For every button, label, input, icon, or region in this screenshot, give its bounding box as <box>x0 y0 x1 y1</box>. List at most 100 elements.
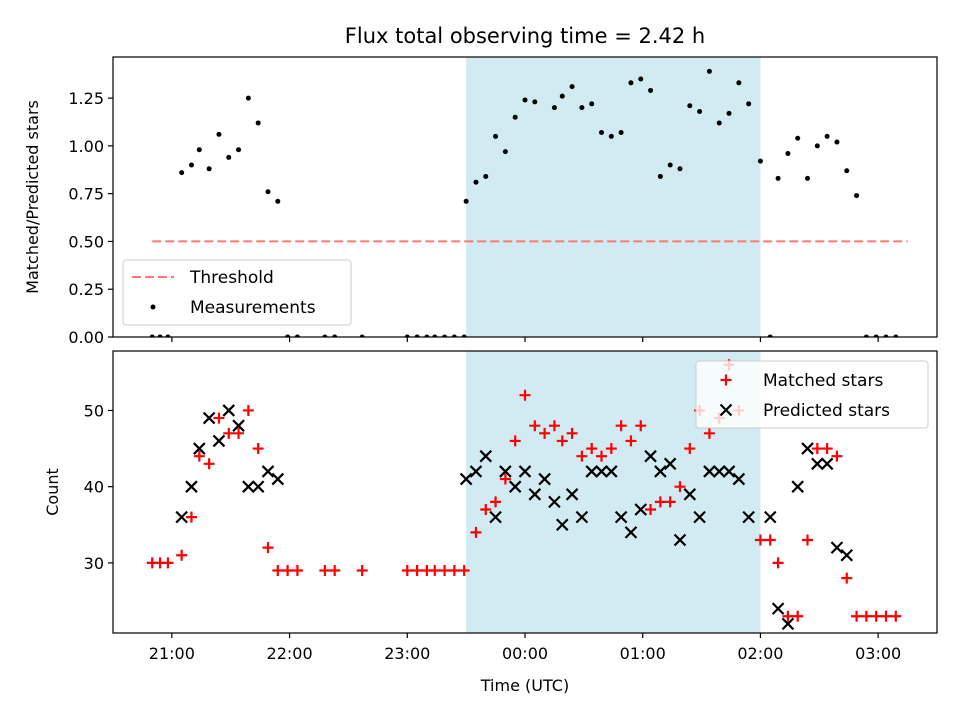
legend-measurements-label: Measurements <box>190 298 316 318</box>
legend-threshold-label: Threshold <box>189 268 274 288</box>
measurement-point <box>706 68 712 74</box>
predicted-stars-point <box>585 465 598 478</box>
measurement-point <box>697 108 703 114</box>
matched-stars-point <box>291 565 303 577</box>
measurement-point <box>424 334 430 337</box>
predicted-stars-point <box>742 510 755 524</box>
measurement-point <box>579 105 585 111</box>
measurement-point <box>569 84 575 90</box>
observing-window-band <box>466 57 761 337</box>
matched-stars-point <box>185 511 197 523</box>
matched-stars-point <box>429 565 441 577</box>
predicted-stars-point <box>683 488 697 501</box>
predicted-stars-point <box>193 442 206 455</box>
predicted-stars-point <box>771 602 785 615</box>
predicted-stars-point <box>251 480 265 493</box>
measurement-point <box>404 334 410 337</box>
matched-stars-point <box>509 435 521 447</box>
x-tick-label: 21:00 <box>149 644 195 663</box>
y-tick-label: 0.00 <box>68 328 104 347</box>
measurement-point <box>795 135 801 141</box>
y-tick-label: 30 <box>84 554 104 573</box>
measurement-point <box>834 139 840 145</box>
matched-stars-point <box>223 427 235 439</box>
matched-stars-point <box>499 473 511 485</box>
measurement-point <box>461 334 467 337</box>
matched-stars-point <box>586 443 598 455</box>
y-tick-label: 0.50 <box>68 232 104 251</box>
x-tick-label: 00:00 <box>502 644 548 663</box>
predicted-stars-point <box>222 404 236 417</box>
matched-stars-point <box>262 542 274 554</box>
measurement-point <box>814 143 820 149</box>
predicted-stars-point <box>538 472 551 486</box>
matched-stars-point <box>548 420 560 432</box>
predicted-stars-point <box>791 480 804 493</box>
predicted-stars-point <box>202 411 216 425</box>
measurement-point <box>332 334 338 337</box>
matched-stars-point <box>556 435 568 447</box>
predicted-stars-point <box>489 510 502 524</box>
matched-stars-point <box>684 443 696 455</box>
matched-stars-point <box>566 427 578 439</box>
legend-box <box>695 360 929 429</box>
matched-stars-point <box>411 565 423 577</box>
matched-stars-point <box>529 420 541 432</box>
matched-stars-point <box>870 610 882 622</box>
predicted-stars-point <box>634 503 648 516</box>
measurement-point <box>275 198 281 204</box>
measurement-point <box>483 173 489 179</box>
matched-stars-point <box>329 565 341 577</box>
predicted-stars-point <box>565 488 579 501</box>
matched-stars-point <box>880 610 892 622</box>
measurement-point <box>716 120 722 126</box>
matched-stars-point <box>645 504 657 516</box>
matched-stars-point <box>764 534 776 546</box>
predicted-stars-point <box>459 472 473 486</box>
predicted-stars-point <box>479 449 493 463</box>
predicted-stars-point <box>528 488 542 501</box>
predicted-stars-point <box>644 449 657 463</box>
measurement-point <box>589 101 595 107</box>
measurement-point <box>442 334 448 337</box>
y-tick-label: 1.25 <box>68 89 104 108</box>
measurement-point <box>165 334 171 337</box>
measurement-point <box>767 334 773 337</box>
predicted-stars-point <box>811 457 824 471</box>
predicted-stars-point <box>518 465 532 478</box>
matched-stars-point <box>162 557 174 569</box>
measurement-point <box>883 334 889 337</box>
predicted-stars-point <box>575 510 589 524</box>
measurement-point <box>206 166 212 172</box>
measurement-point <box>522 97 528 103</box>
legend: Matched stars Predicted stars <box>695 360 929 429</box>
matched-stars-point <box>401 565 413 577</box>
measurement-point <box>179 170 185 176</box>
chart-title: Flux total observing time = 2.42 h <box>345 24 705 48</box>
measurement-point <box>638 76 644 82</box>
matched-stars-point <box>821 443 833 455</box>
measurement-point <box>785 151 791 157</box>
predicted-stars-point <box>703 465 716 478</box>
predicted-stars-point <box>605 465 618 478</box>
count-panel: 30 40 50 21:00 22:00 23:00 00:00 01:00 02:00 03:0… <box>43 350 938 695</box>
predicted-stars-point <box>654 465 667 478</box>
x-tick-label: 03:00 <box>855 644 901 663</box>
predicted-stars-point <box>548 495 561 509</box>
measurement-point <box>265 189 271 195</box>
predicted-stars-point <box>732 472 746 486</box>
measurement-point <box>551 105 557 111</box>
matched-stars-point <box>272 565 284 577</box>
matched-stars-point <box>458 565 470 577</box>
measurement-point <box>463 198 469 204</box>
matched-stars-point <box>851 610 863 622</box>
x-tick-label: 01:00 <box>620 644 666 663</box>
legend-predicted-swatch <box>719 403 733 417</box>
y-tick-label: 0.75 <box>68 185 104 204</box>
matched-stars-point <box>576 450 588 462</box>
legend: Threshold Measurements <box>122 259 352 326</box>
predicted-stars-point <box>693 510 706 524</box>
matched-stars-point <box>470 526 482 538</box>
measurement-point <box>532 99 538 105</box>
